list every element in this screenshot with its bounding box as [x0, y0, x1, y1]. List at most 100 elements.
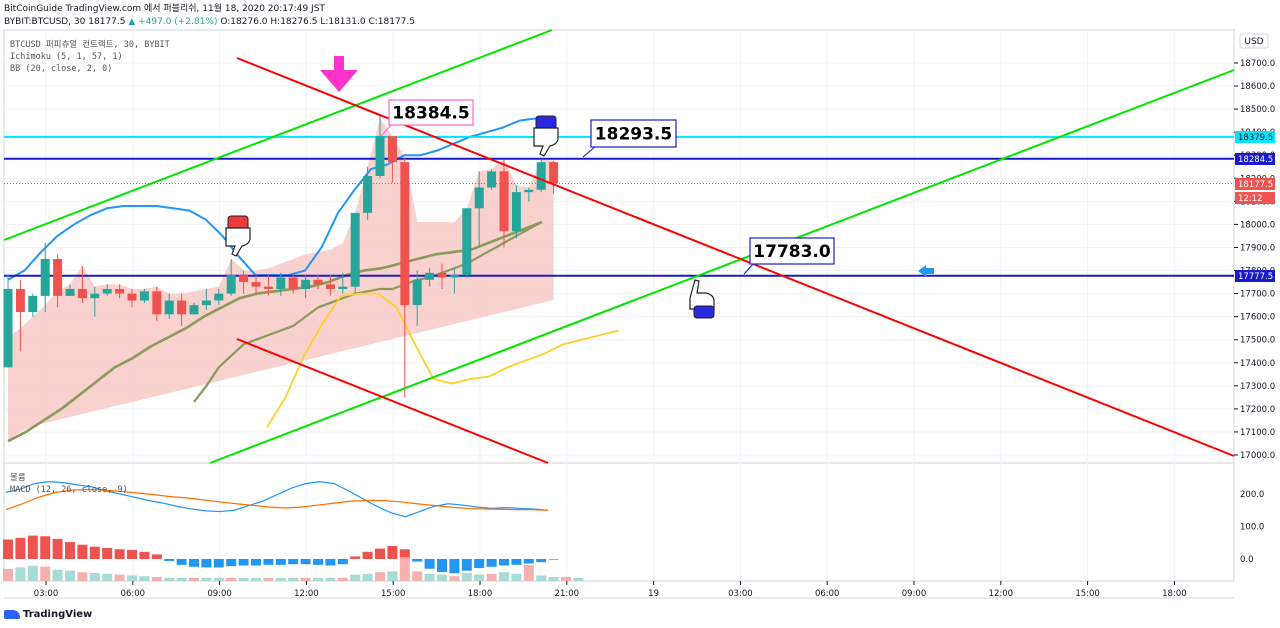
candle-body[interactable]: [425, 272, 435, 280]
price-badge: [1235, 270, 1275, 282]
candle-body[interactable]: [400, 162, 410, 306]
trend-line-green[interactable]: [3, 29, 553, 241]
price-badge: [1235, 192, 1275, 204]
macd-histogram-bar: [300, 559, 311, 565]
price-tick-label: 17600.0: [1240, 313, 1275, 323]
macd-axis: 200.0 100.0 0.0: [1240, 490, 1264, 565]
macd-pane[interactable]: [3, 462, 1235, 582]
callout-box[interactable]: [388, 99, 474, 126]
candle-body[interactable]: [3, 288, 13, 368]
legend-main: BTCUSD 퍼피츄얼 컨트랙트, 30, BYBIT: [10, 39, 170, 50]
volume-bar: [362, 573, 373, 581]
volume-bar: [350, 574, 361, 581]
candles[interactable]: [3, 116, 559, 398]
ichimoku-base-line: [7, 220, 543, 443]
hand-pointing-up-icon: [689, 279, 715, 319]
candle-body[interactable]: [53, 259, 63, 296]
candle-body[interactable]: [139, 291, 149, 301]
ohlc-high: H:18276.5: [270, 17, 318, 27]
candle-body[interactable]: [462, 208, 472, 276]
price-tick-label: 17400.0: [1240, 359, 1275, 369]
time-tick-label: 12:00: [989, 589, 1014, 599]
time-axis[interactable]: 03:00 06:00 09:00 12:00 15:00 18:00 21:00 19 03:…: [34, 581, 1187, 599]
trend-channels[interactable]: [3, 29, 1235, 464]
candle-body[interactable]: [387, 136, 397, 163]
candle-body[interactable]: [177, 300, 187, 315]
price-badge: [1235, 153, 1275, 165]
price-axis[interactable]: 18700.018600.018500.018400.018300.018200…: [1234, 59, 1275, 461]
candle-body[interactable]: [449, 275, 459, 278]
candle-body[interactable]: [40, 259, 50, 296]
candle-body[interactable]: [201, 300, 211, 306]
candle-body[interactable]: [226, 275, 236, 294]
candle-body[interactable]: [77, 288, 87, 299]
candle-body[interactable]: [325, 284, 335, 289]
candle-body[interactable]: [363, 175, 373, 213]
currency-box[interactable]: [1239, 33, 1269, 49]
callout-box[interactable]: [749, 237, 835, 265]
candle-body[interactable]: [214, 293, 224, 301]
macd-histogram-bar: [263, 559, 274, 565]
signal-line: [5, 488, 549, 511]
candle-body[interactable]: [189, 305, 199, 315]
macd-histogram-bar: [238, 559, 249, 566]
candle-body[interactable]: [102, 288, 112, 294]
candle-body[interactable]: [288, 277, 298, 289]
volume-bar: [536, 575, 547, 581]
macd-histogram-bar: [461, 559, 472, 571]
tradingview-logo[interactable]: TradingView: [4, 609, 92, 620]
price-badge-label: 12:12: [1238, 194, 1263, 204]
candle-body[interactable]: [412, 279, 422, 306]
macd-histogram-bar: [387, 546, 398, 559]
candle-body[interactable]: [164, 300, 174, 315]
candle-body[interactable]: [28, 295, 38, 313]
ohlc-line: BYBIT:BTCUSD, 30 18177.5 ▲ +497.0 (+2.81…: [4, 16, 415, 28]
time-tick-label: 18:00: [1162, 589, 1187, 599]
macd-histogram-bar: [114, 549, 125, 559]
candle-body[interactable]: [65, 288, 75, 296]
callout-box[interactable]: [590, 119, 677, 148]
candle-body[interactable]: [313, 279, 323, 285]
macd-histogram-bar: [27, 535, 38, 559]
trend-line-green[interactable]: [209, 69, 1235, 464]
volume-bar: [127, 575, 137, 581]
candle-body[interactable]: [524, 189, 534, 193]
price-levels: [4, 135, 1234, 277]
candle-body[interactable]: [474, 187, 484, 209]
candle-body[interactable]: [437, 272, 447, 278]
macd-histogram-bar: [189, 559, 199, 567]
price-callouts[interactable]: 18384.5 18293.5 17783.0: [380, 99, 835, 275]
ohlc-close: C:18177.5: [368, 17, 415, 27]
macd-histogram-bar: [350, 556, 361, 559]
volume-bar: [251, 577, 261, 581]
candle-body[interactable]: [127, 293, 137, 301]
macd-histogram-bar: [536, 559, 547, 563]
candle-body[interactable]: [499, 171, 509, 232]
candle-body[interactable]: [263, 286, 273, 289]
candle-body[interactable]: [301, 279, 311, 289]
trend-line-red[interactable]: [236, 338, 549, 464]
price-tick-label: 18700.0: [1240, 59, 1275, 69]
price-pane[interactable]: [3, 29, 1235, 464]
candle-body[interactable]: [90, 293, 100, 299]
candle-body[interactable]: [487, 171, 497, 188]
candle-body[interactable]: [239, 275, 249, 283]
candle-body[interactable]: [276, 277, 286, 289]
candle-body[interactable]: [251, 282, 261, 287]
candle-body[interactable]: [511, 192, 521, 232]
candle-body[interactable]: [152, 291, 162, 315]
macd-histogram-bar: [102, 547, 113, 559]
candle-body[interactable]: [115, 288, 125, 294]
price-tick-label: 18500.0: [1240, 105, 1275, 115]
macd-histogram-bar: [511, 559, 522, 565]
hand-pointing-down-icon: [225, 215, 251, 257]
candle-body[interactable]: [375, 136, 385, 176]
candle-body[interactable]: [536, 162, 546, 190]
candle-body[interactable]: [350, 212, 360, 287]
candle-body[interactable]: [338, 286, 348, 289]
candle-body[interactable]: [15, 288, 25, 313]
time-tick-label: 06:00: [121, 589, 146, 599]
candle-body[interactable]: [549, 162, 559, 184]
volume-bar: [238, 577, 249, 581]
